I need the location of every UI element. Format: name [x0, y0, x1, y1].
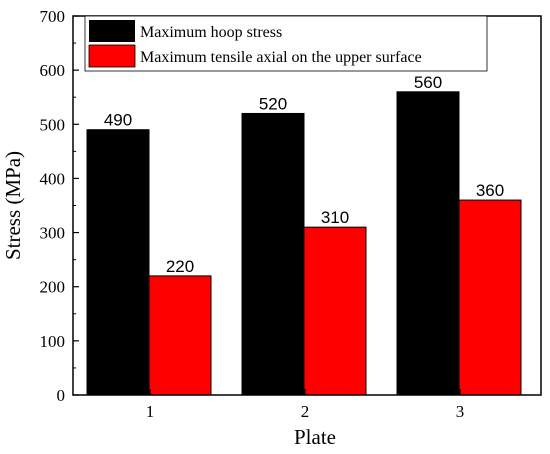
y-tick-label: 600 — [40, 61, 66, 80]
bar-hoop-stress-2 — [241, 112, 305, 396]
y-tick-label: 400 — [40, 169, 66, 188]
y-tick-label: 300 — [40, 224, 66, 243]
x-axis-label: Plate — [294, 425, 336, 449]
data-labels-layer: 490 220 520 310 560 360 — [104, 73, 504, 276]
y-axis-label: Stress (MPa) — [1, 151, 25, 260]
bar-tensile-axial-1 — [148, 275, 212, 396]
data-label-hoop-stress-1: 490 — [104, 111, 132, 130]
y-tick-label: 700 — [40, 7, 66, 26]
x-tick-label: 3 — [456, 402, 465, 421]
data-label-tensile-axial-2: 310 — [321, 208, 349, 227]
data-label-tensile-axial-3: 360 — [476, 181, 504, 200]
bar-tensile-axial-2 — [303, 226, 367, 396]
bars-layer — [86, 91, 522, 396]
y-axis: 0 100 200 300 400 500 600 700 — [40, 7, 79, 405]
legend-frame — [84, 15, 488, 72]
bar-tensile-axial-3 — [458, 199, 522, 396]
x-axis: 1 2 3 — [146, 389, 465, 421]
y-tick-label: 0 — [57, 386, 66, 405]
x-tick-label: 2 — [301, 402, 310, 421]
y-tick-label: 200 — [40, 278, 66, 297]
legend-swatch-maximum-hoop-stress — [89, 20, 135, 42]
data-label-tensile-axial-1: 220 — [166, 257, 194, 276]
y-tick-label: 100 — [40, 332, 66, 351]
bar-hoop-stress-1 — [86, 129, 150, 396]
data-label-hoop-stress-2: 520 — [259, 94, 287, 113]
data-label-hoop-stress-3: 560 — [414, 73, 442, 92]
legend-entry-maximum-hoop-stress: Maximum hoop stress — [140, 24, 282, 41]
bar-hoop-stress-3 — [396, 91, 460, 396]
x-tick-label: 1 — [146, 402, 155, 421]
legend-swatch-maximum-tensile-axial — [88, 44, 136, 68]
y-tick-label: 500 — [40, 115, 66, 134]
legend-entry-maximum-tensile-axial: Maximum tensile axial on the upper surfa… — [140, 49, 422, 66]
legend: Maximum hoop stress Maximum tensile axia… — [84, 15, 488, 72]
